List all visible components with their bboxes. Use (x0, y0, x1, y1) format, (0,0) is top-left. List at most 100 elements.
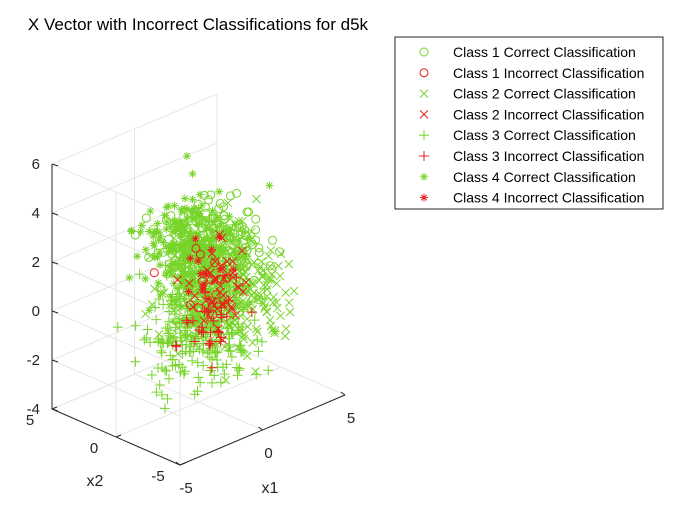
class-3-correct-classification-point (177, 348, 188, 359)
legend-label: Class 2 Incorrect Classification (453, 106, 644, 122)
class-4-correct-classification-point (164, 247, 173, 256)
class-4-correct-classification-point (150, 253, 159, 262)
class-3-correct-classification-point (134, 269, 145, 280)
class-3-incorrect-classification-point (204, 340, 215, 351)
class-2-correct-classification-point (281, 324, 291, 334)
class-4-correct-classification-point (217, 219, 226, 228)
class-3-correct-classification-point (151, 387, 162, 398)
class-3-correct-classification-point (163, 330, 174, 341)
class-3-incorrect-classification-point (205, 327, 216, 338)
class-3-incorrect-classification-point (194, 324, 205, 335)
class-4-correct-classification-point (191, 214, 200, 223)
z-tick-label: -2 (27, 352, 40, 369)
legend-entry[interactable]: Class 2 Incorrect Classification (419, 106, 644, 122)
class-4-correct-classification-point (180, 227, 189, 236)
class-2-incorrect-classification-point (173, 275, 183, 285)
class-4-correct-classification-point (180, 204, 189, 213)
legend-entry[interactable]: Class 4 Correct Classification (420, 169, 636, 185)
z-tick-label: 6 (32, 156, 40, 173)
class-2-incorrect-classification-point (190, 291, 200, 301)
z-tick-mark (51, 359, 59, 363)
legend-entry[interactable]: Class 4 Incorrect Classification (420, 190, 644, 206)
class-3-incorrect-classification-point (181, 315, 192, 326)
class-4-correct-classification-point (185, 248, 194, 257)
axes-box (51, 93, 346, 466)
legend-label: Class 1 Incorrect Classification (453, 65, 644, 81)
class-4-correct-classification-point (208, 206, 217, 215)
legend-entry[interactable]: Class 3 Correct Classification (419, 127, 636, 143)
class-3-correct-classification-point (160, 364, 171, 375)
class-2-correct-classification-point (275, 271, 285, 281)
z-tick-mark (51, 408, 59, 412)
class-3-correct-classification-point (189, 314, 200, 325)
class-4-correct-classification-point (188, 238, 197, 247)
class-4-incorrect-classification-point (204, 294, 213, 303)
class-2-correct-classification-point (237, 216, 247, 226)
class-1-correct-classification-point (204, 195, 214, 205)
class-3-correct-classification-point (222, 323, 233, 334)
legend-entry[interactable]: Class 1 Correct Classification (419, 44, 636, 60)
class-3-correct-classification-point (170, 360, 181, 371)
class-4-correct-classification-point (205, 260, 214, 269)
class-2-correct-classification-point (150, 284, 159, 294)
class-4-correct-classification-point (212, 215, 221, 224)
class-4-correct-classification-point (162, 269, 171, 278)
class-2-correct-classification-point (228, 238, 237, 247)
legend-label: Class 2 Correct Classification (453, 86, 636, 102)
class-1-incorrect-classification-point (191, 243, 201, 253)
class-4-correct-classification-point (173, 284, 182, 293)
class-3-incorrect-classification-point (221, 311, 232, 322)
class-2-correct-classification-point (243, 242, 253, 252)
class-3-correct-classification-point (154, 380, 165, 391)
class-4-incorrect-classification-point (194, 256, 203, 265)
class-4-correct-classification-point (141, 245, 150, 254)
class-4-correct-classification-point (169, 271, 178, 280)
class-4-correct-classification-point (176, 229, 185, 238)
class-4-correct-classification-point (198, 201, 207, 210)
class-4-correct-classification-point (173, 240, 182, 249)
legend-entry[interactable]: Class 1 Incorrect Classification (419, 65, 644, 81)
class-2-incorrect-classification-point (184, 278, 194, 288)
class-4-correct-classification-point (213, 252, 222, 261)
y-tick-label: -5 (151, 468, 164, 485)
x-tick-label: 5 (347, 410, 355, 427)
class-4-incorrect-classification-point (207, 245, 216, 254)
legend-marker (420, 193, 428, 202)
class-3-correct-classification-point (263, 365, 274, 376)
class-2-correct-classification-point (234, 216, 244, 226)
class-4-correct-classification-point (231, 264, 240, 273)
class-3-correct-classification-point (178, 368, 189, 379)
class-2-correct-classification-point (247, 260, 257, 269)
class-4-correct-classification-point (208, 265, 217, 274)
class-4-correct-classification-point (180, 240, 189, 249)
class-4-incorrect-classification-point (199, 282, 208, 291)
legend[interactable]: Class 1 Correct Classification Class 1 In… (394, 36, 664, 210)
class-3-correct-classification-point (130, 320, 141, 331)
legend-entry[interactable]: Class 3 Incorrect Classification (419, 148, 644, 164)
class-4-correct-classification-point (137, 221, 146, 230)
class-3-correct-classification-point (151, 314, 162, 325)
class-4-correct-classification-point (146, 207, 155, 216)
class-4-correct-classification-point (180, 194, 189, 203)
legend-entry[interactable]: Class 2 Correct Classification (419, 86, 636, 102)
series-6 (170, 272, 257, 373)
class-4-correct-classification-point (202, 233, 211, 242)
class-1-correct-classification-point (253, 259, 263, 269)
class-3-correct-classification-point (142, 324, 153, 335)
class-4-correct-classification-point (198, 215, 207, 224)
class-2-incorrect-classification-point (209, 276, 219, 285)
class-4-correct-classification-point (241, 252, 250, 261)
class-3-correct-classification-point (227, 328, 238, 339)
class-4-correct-classification-point (176, 263, 185, 272)
class-4-correct-classification-point (178, 274, 187, 283)
class-4-correct-classification-point (177, 207, 186, 216)
class-4-correct-classification-point (160, 211, 169, 220)
class-2-incorrect-classification-point (199, 316, 209, 326)
class-1-incorrect-classification-point (194, 303, 204, 313)
class-4-correct-classification-point (185, 229, 194, 238)
class-4-correct-classification-point (155, 228, 164, 237)
class-3-incorrect-classification-point (204, 338, 215, 349)
class-2-incorrect-classification-point (227, 304, 237, 314)
class-3-correct-classification-point (215, 377, 226, 388)
class-3-correct-classification-point (219, 369, 230, 380)
